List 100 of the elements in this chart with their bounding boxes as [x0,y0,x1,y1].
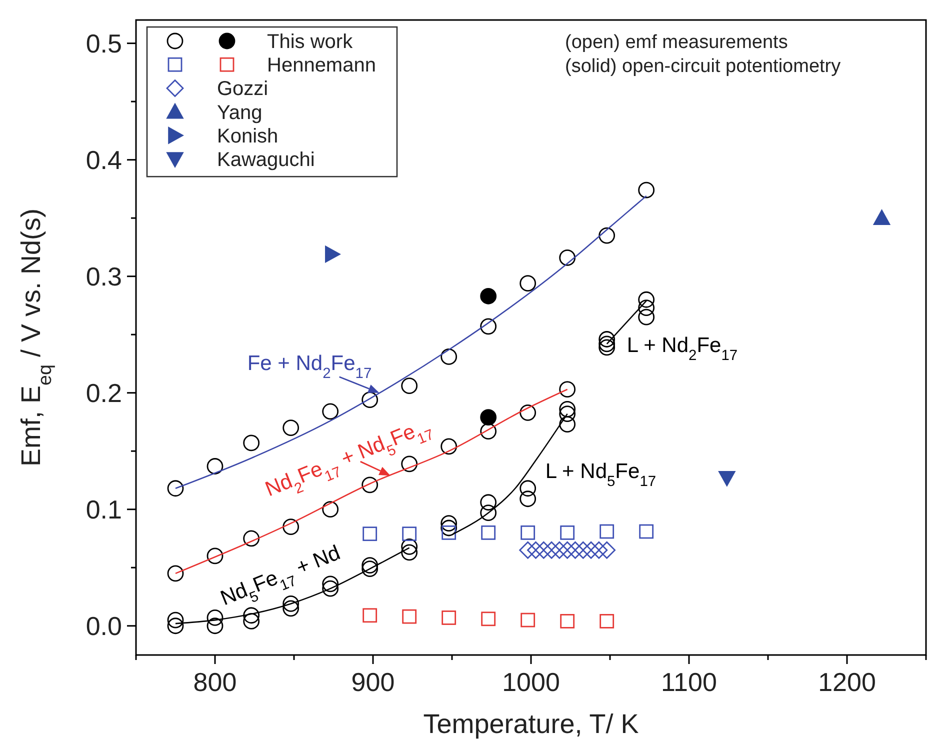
point [282,420,300,436]
point [559,249,576,266]
point [520,612,536,628]
point [480,288,497,304]
point [401,378,418,394]
annotation: L + Nd$_{5}$Fe$_{17}$ [545,460,656,490]
point [362,526,378,542]
point [442,525,456,540]
legend-label: Yang [217,102,262,124]
y-tick-label: 0.4 [86,144,122,175]
point [638,291,655,308]
point [520,480,536,497]
x-tick-label: 1200 [818,667,876,697]
point [362,557,378,574]
point [598,541,616,559]
point [402,526,417,542]
point [638,308,655,326]
y-tick-label: 0.3 [86,261,122,292]
point [718,471,736,486]
point [440,520,458,536]
point [401,538,418,555]
point [401,456,418,472]
x-tick-label: 900 [351,667,395,697]
point [520,404,536,421]
point [243,607,260,624]
annotation: (solid) open-circuit potentiometry [565,56,842,77]
point [325,246,340,263]
point [167,618,184,634]
point [480,494,497,511]
point [167,480,184,497]
point [243,530,260,547]
point [480,423,497,440]
point [362,476,378,494]
point [559,381,576,398]
point [322,580,339,597]
point [542,541,560,559]
point [600,614,614,628]
point [322,501,339,518]
point [560,614,575,628]
point [362,560,378,577]
point [558,541,576,559]
point [873,210,890,225]
point [362,392,378,408]
point [574,541,592,559]
point [600,524,614,539]
point [590,541,608,559]
point [440,438,458,455]
point [520,525,536,540]
annotation: Fe + Nd$_{2}$Fe$_{17}$ [247,352,372,382]
point [598,339,616,356]
x-tick-label: 1100 [661,667,717,697]
point [243,613,260,630]
point [560,525,575,540]
point [582,541,600,559]
point [481,612,496,626]
x-axis-title: Temperature, T/ K [423,709,639,739]
point [322,576,339,592]
point [527,541,544,559]
point [282,518,300,536]
point [598,227,616,244]
point [402,609,417,624]
point [206,610,224,626]
point [550,541,568,559]
x-tick-label: 800 [193,667,237,697]
point [206,458,224,474]
point [638,300,655,316]
point [566,541,584,559]
point [520,490,536,508]
legend-label: This work [267,31,354,53]
y-tick-label: 0.2 [86,378,122,408]
point [559,416,576,433]
legend-label: Konish [217,125,278,148]
point [167,612,184,628]
point [440,348,458,365]
legend-label: Gozzi [217,78,268,100]
legend-label: Kawaguchi [217,149,315,171]
point [362,608,378,623]
point [559,400,576,418]
y-tick-label: 0.5 [86,28,122,58]
point [322,403,339,420]
point [519,541,537,559]
annotation: (open) emf measurements [565,32,788,53]
y-tick-label: 0.1 [86,494,122,524]
point [598,331,616,348]
point [282,596,300,612]
x-tick-label: 1000 [502,667,560,697]
point [534,541,552,559]
point [638,182,655,198]
point [282,600,300,617]
point [480,409,497,426]
annotation: L + Nd$_{2}$Fe$_{17}$ [626,334,738,364]
point [206,618,224,634]
point [167,565,184,582]
point [598,336,616,352]
point [639,524,654,539]
point [559,406,576,422]
point [480,504,497,522]
point [206,548,224,564]
y-tick-label: 0.0 [86,610,122,641]
legend-label: Hennemann [267,54,376,77]
